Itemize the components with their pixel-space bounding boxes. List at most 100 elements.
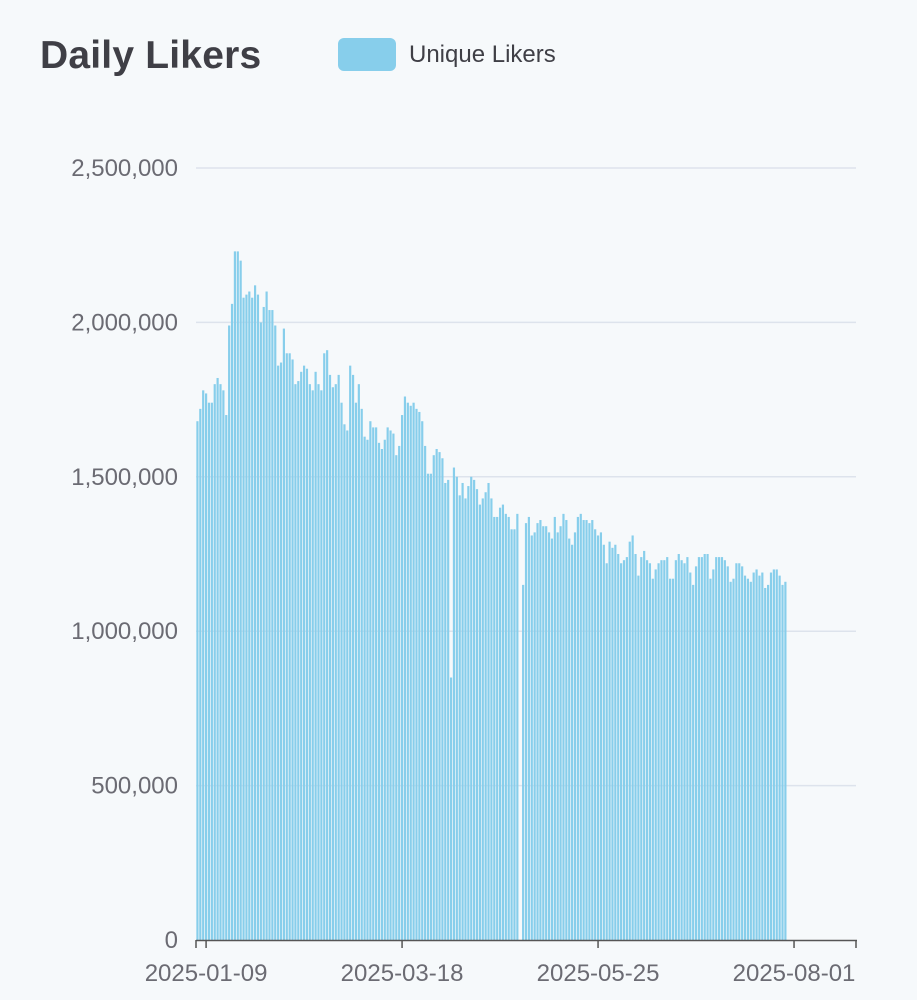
bar[interactable] (421, 421, 424, 941)
bar[interactable] (314, 371, 317, 940)
bar[interactable] (461, 482, 464, 940)
bar[interactable] (637, 575, 640, 940)
bar[interactable] (337, 374, 340, 940)
bar[interactable] (530, 535, 533, 940)
bar[interactable] (205, 393, 208, 940)
bar[interactable] (767, 584, 770, 940)
bar[interactable] (383, 439, 386, 940)
bar[interactable] (648, 563, 652, 940)
bar[interactable] (778, 575, 781, 940)
bar[interactable] (671, 578, 675, 940)
bar[interactable] (251, 297, 254, 940)
bar[interactable] (265, 291, 268, 940)
bar[interactable] (720, 557, 724, 940)
bar[interactable] (559, 526, 562, 940)
bar[interactable] (363, 436, 366, 940)
bar[interactable] (596, 535, 600, 940)
bar[interactable] (746, 578, 750, 940)
bar[interactable] (429, 473, 432, 940)
bar[interactable] (625, 557, 628, 940)
bar[interactable] (213, 384, 216, 940)
bar[interactable] (784, 581, 787, 940)
bar[interactable] (340, 402, 343, 940)
bar[interactable] (415, 408, 418, 940)
bar[interactable] (749, 581, 752, 940)
bar[interactable] (726, 566, 729, 940)
bar[interactable] (775, 569, 778, 940)
bar[interactable] (274, 325, 277, 940)
bar[interactable] (542, 526, 545, 940)
bar[interactable] (579, 513, 582, 940)
bar[interactable] (490, 498, 493, 940)
bar[interactable] (389, 430, 392, 940)
bar[interactable] (245, 294, 248, 940)
bar[interactable] (657, 563, 660, 940)
bar[interactable] (513, 529, 516, 940)
bar[interactable] (703, 554, 706, 940)
bar[interactable] (369, 421, 372, 941)
bar[interactable] (729, 581, 732, 940)
bar[interactable] (631, 535, 634, 940)
bar[interactable] (651, 578, 654, 940)
bar[interactable] (694, 566, 698, 940)
bar[interactable] (242, 297, 245, 940)
bar[interactable] (279, 362, 283, 940)
bar[interactable] (259, 322, 262, 940)
bar[interactable] (481, 498, 484, 940)
bar[interactable] (498, 507, 502, 940)
bar[interactable] (573, 532, 577, 940)
bar[interactable] (617, 554, 620, 940)
bar[interactable] (262, 306, 265, 941)
bar[interactable] (645, 560, 649, 940)
bar[interactable] (323, 353, 326, 940)
bar[interactable] (591, 520, 594, 940)
bar[interactable] (458, 495, 461, 940)
bar[interactable] (424, 445, 427, 940)
bar[interactable] (349, 365, 352, 940)
bar[interactable] (683, 563, 686, 940)
bar[interactable] (493, 516, 496, 940)
bar[interactable] (464, 498, 467, 940)
bar[interactable] (769, 572, 773, 940)
bar[interactable] (712, 569, 715, 940)
bar[interactable] (409, 405, 412, 940)
bar[interactable] (692, 584, 695, 940)
bar[interactable] (418, 411, 421, 940)
bar[interactable] (441, 458, 444, 940)
bar[interactable] (438, 452, 441, 940)
bar[interactable] (761, 572, 764, 940)
bar[interactable] (527, 516, 530, 940)
bar[interactable] (239, 260, 242, 940)
bar[interactable] (435, 449, 438, 940)
bar[interactable] (582, 520, 585, 940)
bar[interactable] (478, 504, 481, 940)
bar[interactable] (614, 544, 617, 940)
bar[interactable] (288, 353, 291, 940)
bar[interactable] (400, 415, 404, 940)
bar[interactable] (723, 560, 726, 940)
bar[interactable] (291, 359, 294, 941)
bar[interactable] (331, 387, 334, 940)
bar[interactable] (524, 523, 528, 940)
bar[interactable] (271, 310, 274, 940)
bar[interactable] (343, 424, 346, 940)
bar[interactable] (467, 486, 470, 940)
bar[interactable] (663, 560, 666, 940)
bar[interactable] (533, 532, 536, 940)
bar[interactable] (510, 529, 513, 940)
bar[interactable] (758, 575, 761, 940)
bar[interactable] (539, 520, 542, 940)
bar[interactable] (406, 402, 409, 940)
bar[interactable] (233, 251, 236, 940)
bar[interactable] (545, 526, 548, 940)
bar[interactable] (718, 557, 721, 940)
bar[interactable] (484, 492, 487, 940)
bar[interactable] (253, 285, 257, 941)
bar[interactable] (300, 371, 303, 940)
bar[interactable] (351, 374, 355, 940)
bar[interactable] (686, 557, 689, 940)
bar[interactable] (447, 479, 450, 940)
bar[interactable] (432, 455, 435, 940)
bar[interactable] (426, 473, 430, 940)
bar[interactable] (375, 427, 378, 940)
